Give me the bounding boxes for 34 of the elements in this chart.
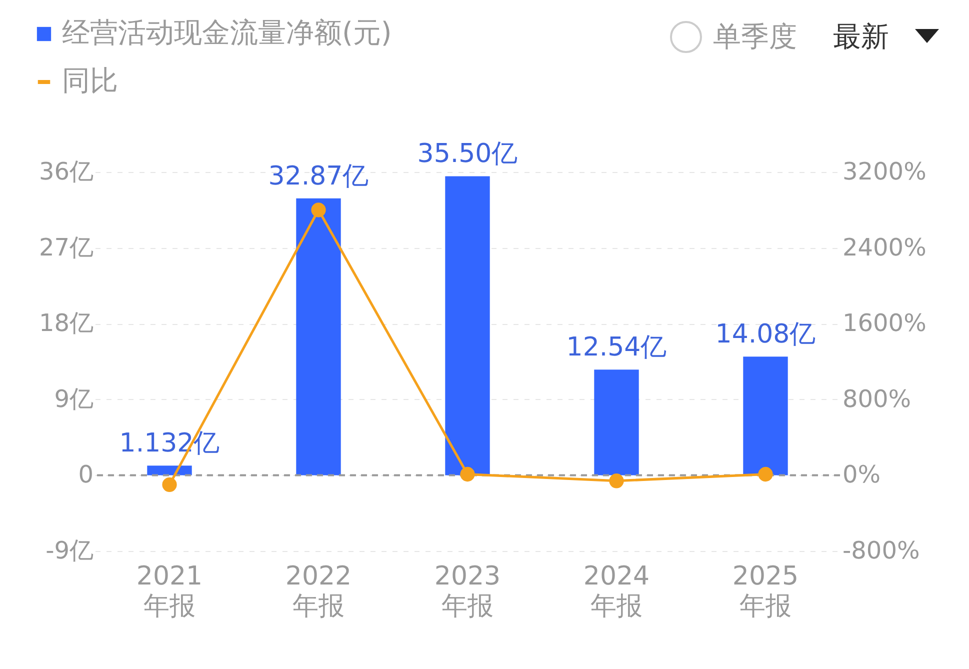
y-tick-label: 0 [78,460,94,489]
data-label: 35.50亿 [417,139,518,170]
y-tick-label: 36亿 [38,158,94,186]
legend-label: 同比 [62,64,118,97]
y2-tick-label: 0% [842,460,881,489]
x-tick-label: 2021 年报 [136,562,203,622]
x-tick-label: 2024 年报 [583,562,650,622]
data-label: 14.08亿 [715,320,816,350]
bar [594,370,639,476]
y2-tick-label: -800% [842,536,920,564]
point [609,474,624,488]
point [162,477,177,492]
x-tick-label: 2023 年报 [434,562,501,622]
point [460,466,475,482]
point [758,466,773,482]
legend-label: 经营活动现金流量净额(元) [62,16,392,49]
data-label: 12.54亿 [566,332,667,363]
x-tick-label: 2022 年报 [285,562,352,622]
bar [296,198,341,476]
y2-tick-label: 2400% [842,233,926,262]
text: 单季度 [713,19,797,55]
y2-tick-label: 800% [842,384,912,413]
bar [445,176,490,476]
y-tick-label: -9亿 [46,536,94,564]
data-label: 32.87亿 [268,161,369,192]
y-tick-label: 9亿 [54,384,94,413]
x-tick-label: 2025 年报 [732,562,799,622]
bar [743,356,788,476]
point [311,202,326,218]
text: 最新 [833,19,889,55]
y2-tick-label: 1600% [842,309,926,338]
y-tick-label: 18亿 [38,309,94,338]
y-tick-label: 27亿 [38,233,94,262]
y2-tick-label: 3200% [842,158,926,186]
